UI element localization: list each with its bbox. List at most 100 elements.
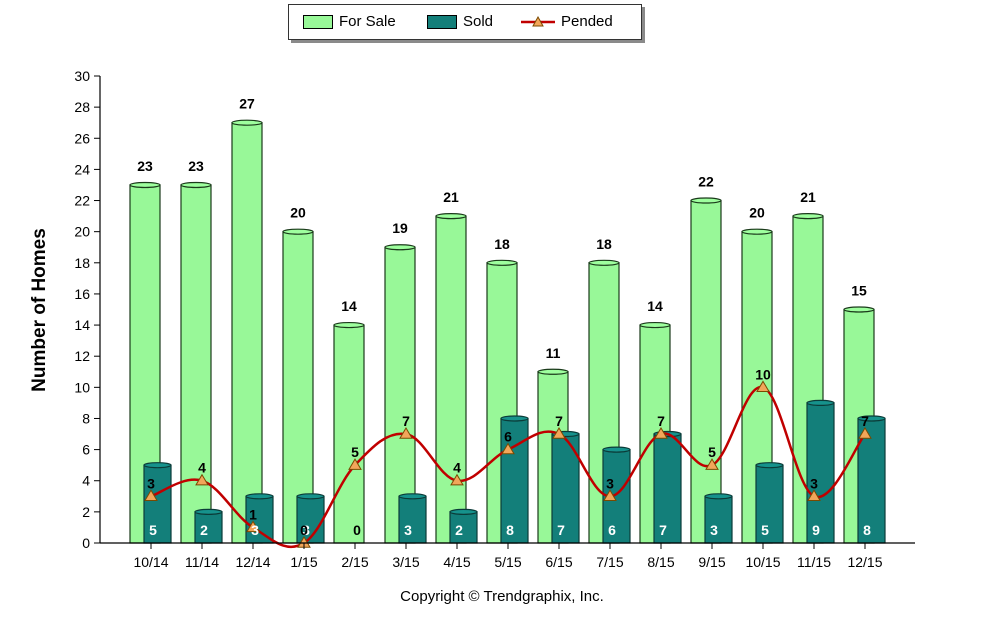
bar-for-sale-body [333, 324, 365, 544]
bar-sold-body [755, 464, 784, 544]
label-sold-1/15: 3 [302, 522, 310, 538]
x-tick-label-9/15: 9/15 [698, 554, 725, 570]
bar-sold-body [398, 495, 427, 544]
bar-for-sale-body [435, 215, 467, 544]
x-tick-label-12/15: 12/15 [847, 554, 882, 570]
bar-for-sale-cap [384, 244, 416, 251]
bar-for-sale-cap [231, 119, 263, 126]
x-tick-label-3/15: 3/15 [392, 554, 419, 570]
label-for-sale-11/14: 23 [188, 158, 204, 174]
bar-sold-11/14 [194, 508, 223, 544]
y-tick-label-26: 26 [74, 130, 90, 146]
label-pended-2/15: 5 [351, 444, 359, 460]
label-pended-1/15: 0 [300, 522, 308, 538]
label-pended-12/14: 1 [249, 506, 257, 522]
pended-marker-7/15 [603, 489, 617, 501]
bar-sold-cap [143, 462, 172, 469]
pended-marker-11/15 [807, 489, 821, 501]
label-pended-11/15: 3 [810, 475, 818, 491]
label-for-sale-10/15: 20 [749, 205, 765, 221]
copyright-text: Copyright © Trendgraphix, Inc. [400, 588, 604, 605]
label-pended-3/15: 7 [402, 413, 410, 429]
x-tick-label-10/15: 10/15 [745, 554, 780, 570]
bar-sold-6/15 [551, 430, 580, 544]
bar-for-sale-9/15 [690, 197, 722, 544]
y-tick-label-6: 6 [82, 442, 90, 458]
label-for-sale-9/15: 22 [698, 174, 714, 190]
label-for-sale-12/14: 27 [239, 96, 255, 112]
y-tick-label-8: 8 [82, 410, 90, 426]
x-tick-label-7/15: 7/15 [596, 554, 623, 570]
x-tick-label-12/14: 12/14 [235, 554, 270, 570]
bar-for-sale-cap [639, 321, 671, 329]
label-sold-11/14: 2 [200, 522, 208, 538]
y-tick-label-28: 28 [74, 99, 90, 115]
bar-sold-body [806, 402, 835, 544]
bar-sold-body [245, 495, 274, 544]
bar-sold-cap [857, 415, 886, 422]
label-sold-12/14: 3 [251, 522, 259, 538]
label-sold-2/15: 0 [353, 522, 361, 538]
pended-marker-12/15 [858, 427, 872, 439]
bar-sold-body [500, 417, 529, 544]
legend-item-pended: Pended [521, 13, 613, 30]
bar-sold-4/15 [449, 508, 478, 544]
bar-for-sale-cap [129, 181, 161, 189]
bar-for-sale-cap [435, 213, 467, 220]
legend-item-sold: Sold [427, 13, 493, 30]
y-tick-label-2: 2 [82, 504, 90, 520]
bar-sold-9/15 [704, 493, 733, 544]
label-pended-4/15: 4 [453, 460, 461, 476]
label-pended-9/15: 5 [708, 444, 716, 460]
bar-sold-body [449, 511, 478, 544]
pended-marker-10/14 [144, 489, 158, 501]
bar-for-sale-12/14 [231, 119, 263, 544]
label-for-sale-1/15: 20 [290, 205, 306, 221]
label-sold-6/15: 7 [557, 522, 565, 538]
label-for-sale-3/15: 19 [392, 220, 408, 236]
bar-for-sale-cap [180, 181, 212, 189]
legend: For Sale Sold Pended [288, 4, 642, 40]
bar-sold-cap [449, 508, 478, 515]
bar-sold-cap [398, 493, 427, 500]
bar-sold-body [704, 495, 733, 544]
legend-swatch-for-sale [303, 14, 333, 29]
label-pended-7/15: 3 [606, 475, 614, 491]
legend-swatch-sold [427, 14, 457, 29]
bar-for-sale-cap [333, 321, 365, 329]
legend-label-pended: Pended [561, 13, 613, 30]
bar-for-sale-body [231, 122, 263, 544]
label-sold-8/15: 7 [659, 522, 667, 538]
label-pended-6/15: 7 [555, 413, 563, 429]
x-tick-label-1/15: 1/15 [290, 554, 317, 570]
bar-for-sale-body [180, 184, 212, 544]
bar-sold-cap [602, 446, 631, 453]
label-sold-9/15: 3 [710, 522, 718, 538]
legend-line-pended-icon [521, 15, 555, 26]
label-for-sale-4/15: 21 [443, 189, 459, 205]
bar-sold-8/15 [653, 430, 682, 544]
label-sold-12/15: 8 [863, 522, 871, 538]
label-for-sale-10/14: 23 [137, 158, 153, 174]
y-tick-label-18: 18 [74, 255, 90, 271]
x-tick-label-8/15: 8/15 [647, 554, 674, 570]
bar-sold-10/14 [143, 462, 172, 544]
label-pended-8/15: 7 [657, 413, 665, 429]
x-tick-label-11/15: 11/15 [797, 554, 831, 570]
y-tick-label-10: 10 [74, 379, 90, 395]
x-tick-label-4/15: 4/15 [443, 554, 470, 570]
bar-sold-body [194, 511, 223, 544]
bar-for-sale-cap [282, 228, 314, 235]
bar-sold-5/15 [500, 415, 529, 544]
y-tick-label-16: 16 [74, 286, 90, 302]
bar-for-sale-2/15 [333, 321, 365, 544]
legend-label-for-sale: For Sale [339, 13, 396, 30]
y-tick-label-24: 24 [74, 161, 90, 177]
y-tick-label-22: 22 [74, 193, 90, 209]
label-for-sale-11/15: 21 [800, 189, 816, 205]
label-for-sale-8/15: 14 [647, 298, 663, 314]
label-sold-10/14: 5 [149, 522, 157, 538]
bars-layer [129, 119, 886, 544]
